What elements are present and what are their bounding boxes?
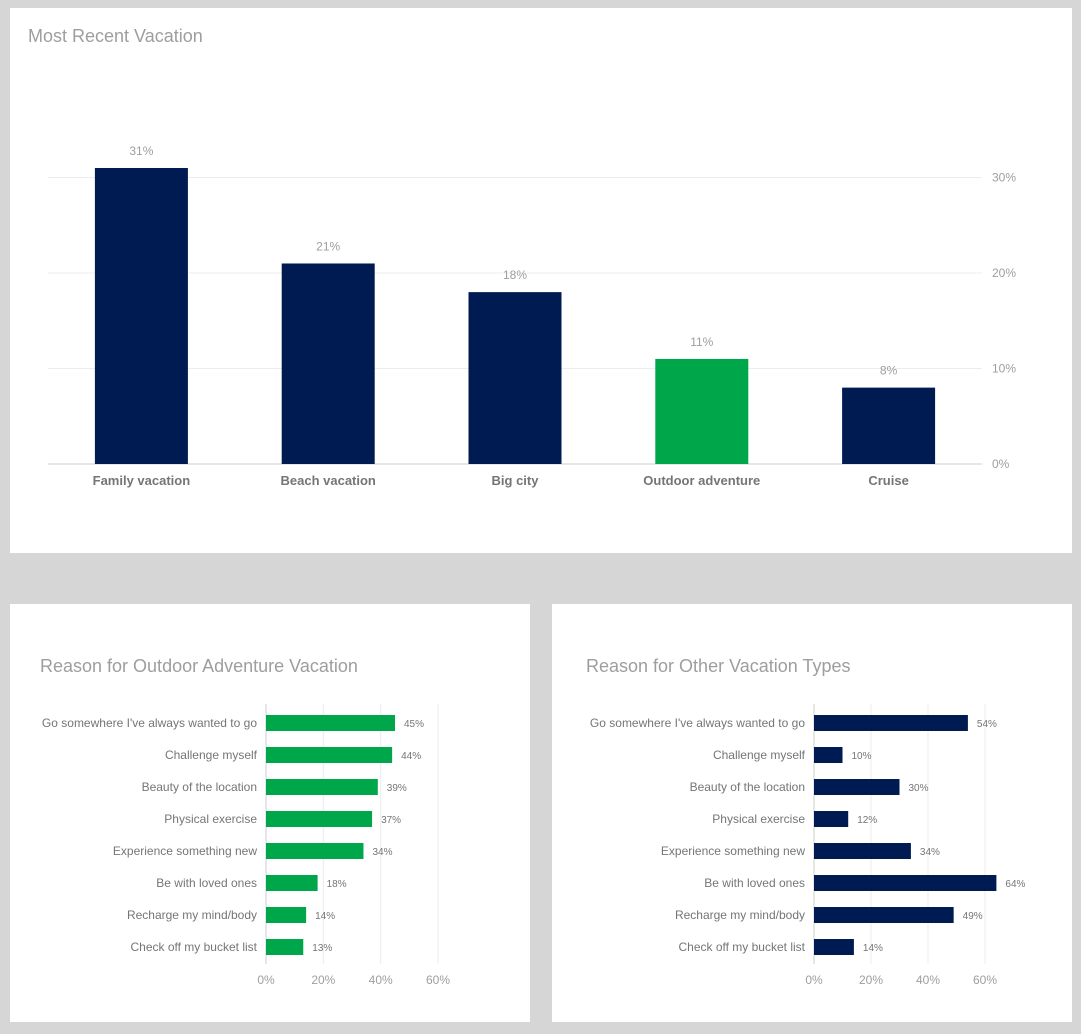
- x-tick-label: 60%: [426, 973, 450, 987]
- chart-title: Most Recent Vacation: [28, 26, 203, 46]
- value-label: 14%: [315, 911, 335, 922]
- category-label: Outdoor adventure: [643, 473, 760, 488]
- outdoor-adventure-reasons-panel: Reason for Outdoor Adventure Vacation 0%…: [10, 604, 530, 1022]
- category-label: Be with loved ones: [704, 876, 805, 890]
- value-label: 18%: [327, 879, 347, 890]
- category-label: Cruise: [868, 473, 908, 488]
- category-label: Family vacation: [93, 473, 191, 488]
- category-label: Challenge myself: [165, 748, 258, 762]
- bar: [814, 715, 968, 731]
- bar: [266, 811, 373, 827]
- value-label: 10%: [852, 751, 872, 762]
- x-tick-label: 20%: [311, 973, 335, 987]
- value-label: 64%: [1005, 879, 1025, 890]
- bar: [814, 747, 843, 763]
- category-label: Check off my bucket list: [679, 940, 806, 954]
- bar: [842, 387, 936, 464]
- bar: [266, 939, 304, 955]
- category-label: Experience something new: [113, 844, 257, 858]
- value-label: 21%: [316, 239, 340, 253]
- bar: [266, 715, 395, 731]
- bar: [94, 168, 188, 464]
- category-label: Beauty of the location: [142, 780, 257, 794]
- category-label: Recharge my mind/body: [675, 908, 805, 922]
- other-vacation-reasons-panel: Reason for Other Vacation Types 0% 20% 40%…: [552, 604, 1072, 1022]
- bar: [814, 875, 997, 891]
- chart-title: Reason for Other Vacation Types: [586, 656, 851, 676]
- category-label: Beach vacation: [281, 473, 376, 488]
- y-tick-label: 20%: [992, 266, 1016, 280]
- bar: [814, 779, 900, 795]
- bar: [266, 747, 393, 763]
- value-label: 34%: [372, 847, 392, 858]
- x-tick-label: 40%: [916, 973, 940, 987]
- value-label: 14%: [863, 943, 883, 954]
- bar: [468, 292, 562, 464]
- value-label: 31%: [129, 144, 153, 158]
- y-tick-label: 0%: [992, 457, 1010, 471]
- category-label: Big city: [492, 473, 540, 488]
- category-label: Go somewhere I've always wanted to go: [590, 716, 805, 730]
- value-label: 18%: [503, 268, 527, 282]
- y-tick-label: 10%: [992, 362, 1016, 376]
- bar: [655, 358, 749, 464]
- category-label: Go somewhere I've always wanted to go: [42, 716, 257, 730]
- value-label: 45%: [404, 719, 424, 730]
- x-tick-label: 40%: [369, 973, 393, 987]
- bar: [266, 843, 364, 859]
- category-label: Physical exercise: [164, 812, 257, 826]
- bar: [814, 907, 954, 923]
- value-label: 34%: [920, 847, 940, 858]
- value-label: 8%: [880, 364, 898, 378]
- bar: [281, 263, 375, 464]
- category-label: Recharge my mind/body: [127, 908, 257, 922]
- bar: [266, 779, 378, 795]
- other-vacation-reasons-chart: 0% 20% 40% 60% 54% Go somewhere I've always w…: [590, 704, 1026, 987]
- value-label: 30%: [909, 783, 929, 794]
- x-tick-label: 0%: [805, 973, 823, 987]
- value-label: 54%: [977, 719, 997, 730]
- chart-title: Reason for Outdoor Adventure Vacation: [40, 656, 358, 676]
- value-label: 44%: [401, 751, 421, 762]
- category-label: Beauty of the location: [690, 780, 805, 794]
- category-label: Check off my bucket list: [131, 940, 258, 954]
- category-label: Experience something new: [661, 844, 805, 858]
- category-label: Be with loved ones: [156, 876, 257, 890]
- value-label: 39%: [387, 783, 407, 794]
- x-tick-label: 0%: [257, 973, 275, 987]
- bar: [814, 811, 849, 827]
- bar: [814, 939, 854, 955]
- value-label: 12%: [857, 815, 877, 826]
- value-label: 13%: [312, 943, 332, 954]
- outdoor-adventure-reasons-chart: 0% 20% 40% 60% 45% Go somewhere I've always w…: [42, 704, 450, 987]
- value-label: 11%: [690, 335, 713, 349]
- bar: [266, 907, 307, 923]
- bar: [814, 843, 911, 859]
- x-tick-label: 20%: [859, 973, 883, 987]
- category-label: Physical exercise: [712, 812, 805, 826]
- most-recent-vacation-panel: Most Recent Vacation 0% 10% 20% 30% 31% Famil…: [10, 8, 1072, 553]
- category-label: Challenge myself: [713, 748, 806, 762]
- x-tick-label: 60%: [973, 973, 997, 987]
- y-tick-label: 30%: [992, 171, 1016, 185]
- value-label: 49%: [963, 911, 983, 922]
- bar: [266, 875, 318, 891]
- value-label: 37%: [381, 815, 401, 826]
- most-recent-vacation-chart: 0% 10% 20% 30% 31% Family vacation 21% Beach va…: [48, 144, 1016, 488]
